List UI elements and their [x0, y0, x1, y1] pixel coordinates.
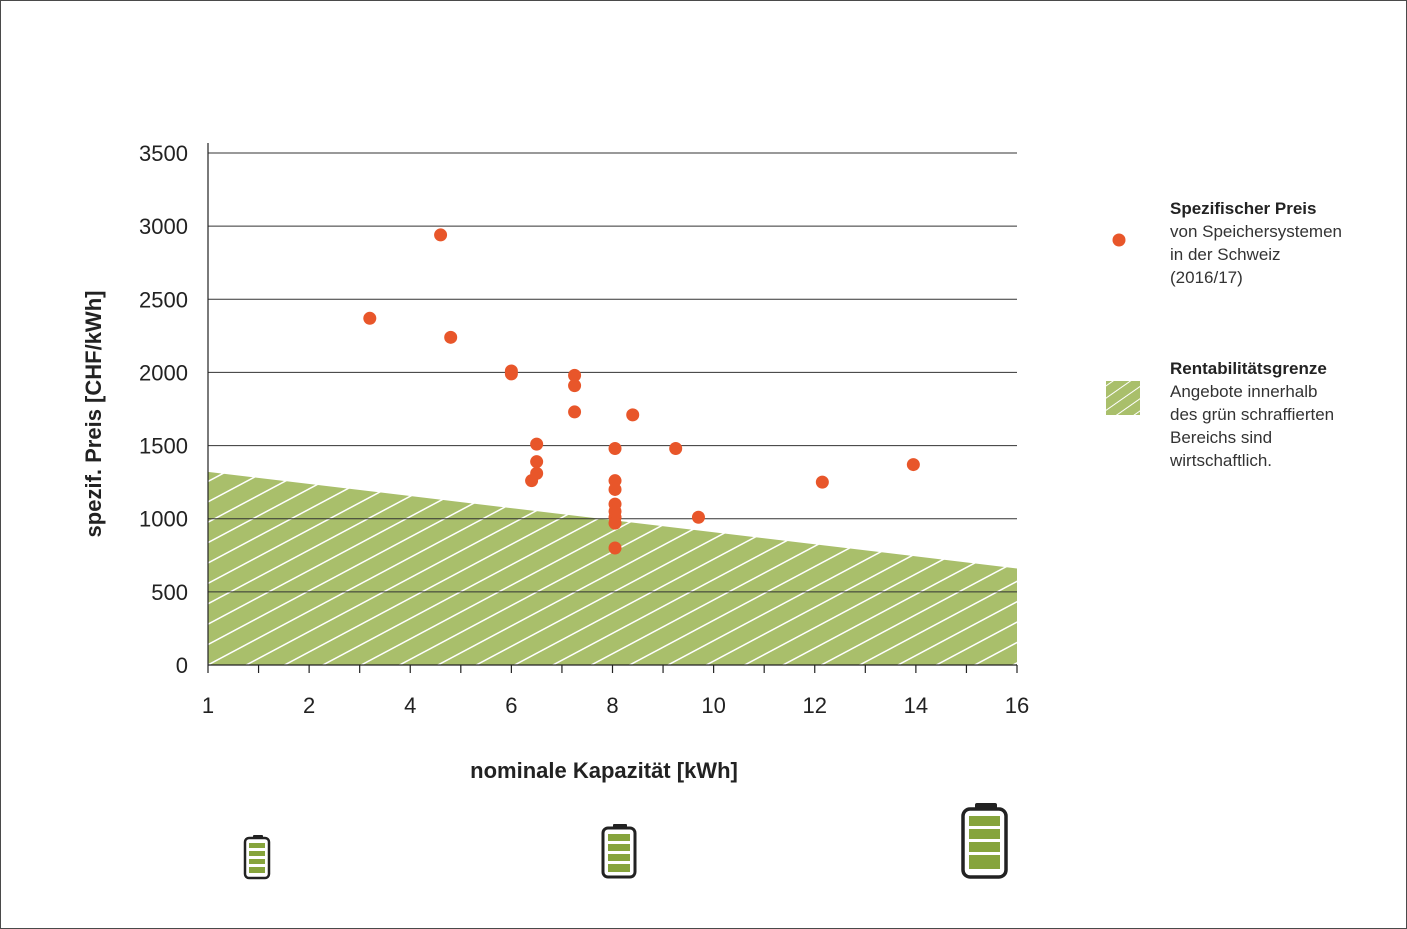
data-point [568, 405, 582, 419]
data-point [568, 379, 582, 393]
x-tick-label: 10 [701, 693, 725, 718]
x-tick-label: 8 [606, 693, 618, 718]
legend-marker-area [1106, 381, 1140, 415]
x-axis-title: nominale Kapazität [kWh] [470, 758, 738, 783]
grid-lines [208, 152, 1017, 447]
data-point [444, 330, 458, 344]
x-tick-label: 16 [1005, 693, 1029, 718]
data-point [504, 367, 518, 381]
legend-line: (2016/17) [1170, 268, 1243, 287]
legend-line: Angebote innerhalb [1170, 382, 1317, 401]
battery-medium-icon [601, 824, 637, 879]
legend-line: von Speichersystemen [1170, 222, 1342, 241]
x-tick-label: 1 [202, 693, 214, 718]
y-tick-label: 1500 [139, 434, 188, 459]
data-point [530, 455, 544, 469]
x-tick-label: 4 [404, 693, 416, 718]
data-point [626, 408, 640, 422]
data-point [568, 368, 582, 382]
x-tick-label: 6 [505, 693, 517, 718]
y-tick-label: 500 [151, 580, 188, 605]
data-point [669, 441, 683, 455]
y-tick-label: 2500 [139, 287, 188, 312]
data-point [815, 475, 829, 489]
y-tick-label: 1000 [139, 507, 188, 532]
data-points [363, 228, 920, 555]
x-tick-label: 2 [303, 693, 315, 718]
legend-marker-price [1112, 233, 1126, 247]
legend-line: des grün schraffierten [1170, 405, 1334, 424]
y-tick-labels: 0 500 1000 1500 2000 2500 3000 3500 [139, 141, 188, 678]
y-axis-title: spezif. Preis [CHF/kWh] [81, 291, 106, 538]
data-point [530, 466, 544, 480]
profitability-area [208, 471, 1017, 665]
data-point [530, 437, 544, 451]
data-point [608, 482, 622, 496]
y-tick-label: 0 [176, 653, 188, 678]
legend-title-price: Spezifischer Preis [1170, 199, 1316, 218]
legend-line: wirtschaftlich. [1169, 451, 1272, 470]
legend-title-area: Rentabilitätsgrenze [1170, 359, 1327, 378]
legend: Spezifischer Preis von Speichersystemen … [1106, 199, 1342, 470]
legend-line: Bereichs sind [1170, 428, 1272, 447]
data-point [608, 541, 622, 555]
data-point [608, 441, 622, 455]
y-tick-label: 3500 [139, 141, 188, 166]
data-point [363, 311, 377, 325]
legend-line: in der Schweiz [1170, 245, 1281, 264]
x-tick-labels: 1 2 4 6 8 10 12 14 16 [202, 665, 1029, 718]
battery-small-icon [243, 835, 271, 880]
y-tick-label: 3000 [139, 214, 188, 239]
battery-large-icon [961, 803, 1008, 879]
data-point [434, 228, 448, 242]
x-tick-label: 12 [803, 693, 827, 718]
y-tick-label: 2000 [139, 360, 188, 385]
data-point [691, 510, 705, 524]
x-tick-label: 14 [904, 693, 928, 718]
data-point [906, 458, 920, 472]
data-point [608, 516, 622, 530]
